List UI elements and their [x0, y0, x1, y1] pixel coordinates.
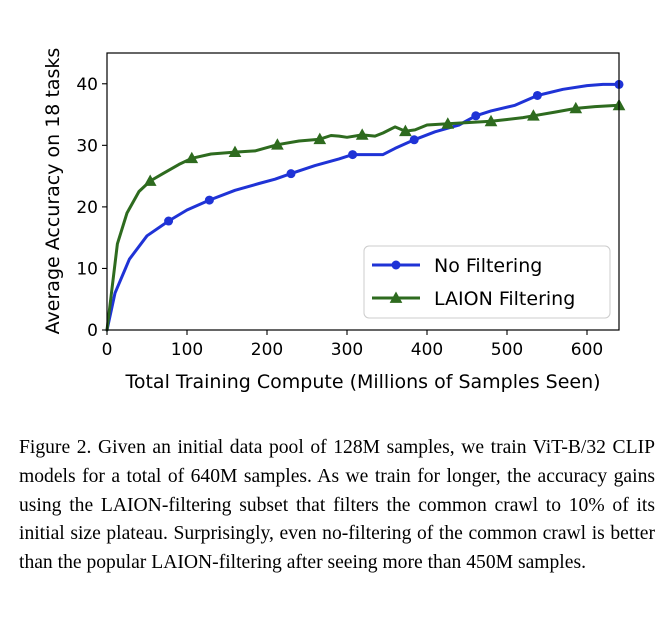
- data-point-laion-filtering: [143, 174, 157, 186]
- data-point-laion-filtering: [399, 124, 412, 137]
- x-tick-label: 500: [491, 340, 523, 360]
- line-chart: 0 100 200 300 400 500 600 0 10 20 30 40 Total Trai…: [42, 48, 626, 393]
- data-point-laion-filtering: [355, 128, 369, 140]
- data-point-no-filtering: [532, 90, 542, 100]
- figure-caption: Figure 2. Given an initial data pool of …: [19, 437, 655, 574]
- legend-items: No Filtering LAION Filtering: [372, 255, 575, 310]
- x-axis: 0 100 200 300 400 500 600: [102, 330, 603, 360]
- chart-figure: 0 100 200 300 400 500 600 0 10 20 30 40 Total Trai…: [42, 48, 626, 393]
- legend-item-no-filtering: No Filtering: [372, 255, 542, 277]
- legend-item-laion-filtering: LAION Filtering: [372, 288, 575, 310]
- x-axis-label: Total Training Compute (Millions of Samp…: [124, 371, 600, 393]
- data-point-no-filtering: [204, 195, 214, 205]
- y-tick-label: 10: [76, 259, 98, 279]
- data-point-laion-filtering: [185, 151, 199, 164]
- data-point-laion-filtering: [313, 132, 327, 145]
- x-tick-label: 400: [411, 340, 443, 360]
- legend-marker: [389, 291, 403, 303]
- y-axis: 0 10 20 30 40: [76, 75, 107, 341]
- data-point-laion-filtering: [271, 138, 284, 150]
- data-point-laion-filtering: [228, 145, 242, 158]
- y-tick-label: 30: [76, 136, 98, 156]
- data-point-no-filtering: [286, 169, 296, 179]
- legend-marker: [391, 260, 401, 270]
- data-point-laion-filtering: [441, 117, 455, 129]
- data-point-no-filtering: [348, 150, 358, 160]
- data-point-no-filtering: [409, 135, 419, 145]
- y-tick-label: 20: [76, 198, 98, 218]
- x-tick-label: 100: [171, 340, 203, 360]
- series-line-laion-filtering: [105, 103, 621, 332]
- legend: No Filtering LAION Filtering: [363, 245, 611, 319]
- y-axis-label: Average Accuracy on 18 tasks: [42, 48, 64, 335]
- data-point-laion-filtering: [569, 101, 583, 114]
- x-tick-label: 600: [571, 340, 603, 360]
- series-layer: [105, 79, 626, 332]
- data-point-no-filtering: [471, 111, 481, 121]
- x-tick-label: 300: [331, 340, 363, 360]
- x-tick-label: 200: [251, 340, 283, 360]
- y-tick-label: 40: [76, 75, 98, 95]
- legend-label: LAION Filtering: [434, 288, 575, 310]
- x-tick-label: 0: [102, 340, 113, 360]
- data-point-laion-filtering: [527, 109, 540, 121]
- data-point-laion-filtering: [484, 114, 498, 127]
- y-tick-label: 0: [87, 321, 98, 341]
- legend-label: No Filtering: [434, 255, 542, 277]
- legend-box: [363, 245, 611, 319]
- series-no-filtering: [105, 79, 624, 332]
- data-point-no-filtering: [164, 216, 174, 226]
- series-line-no-filtering: [105, 82, 621, 332]
- plot-frame: [106, 52, 620, 331]
